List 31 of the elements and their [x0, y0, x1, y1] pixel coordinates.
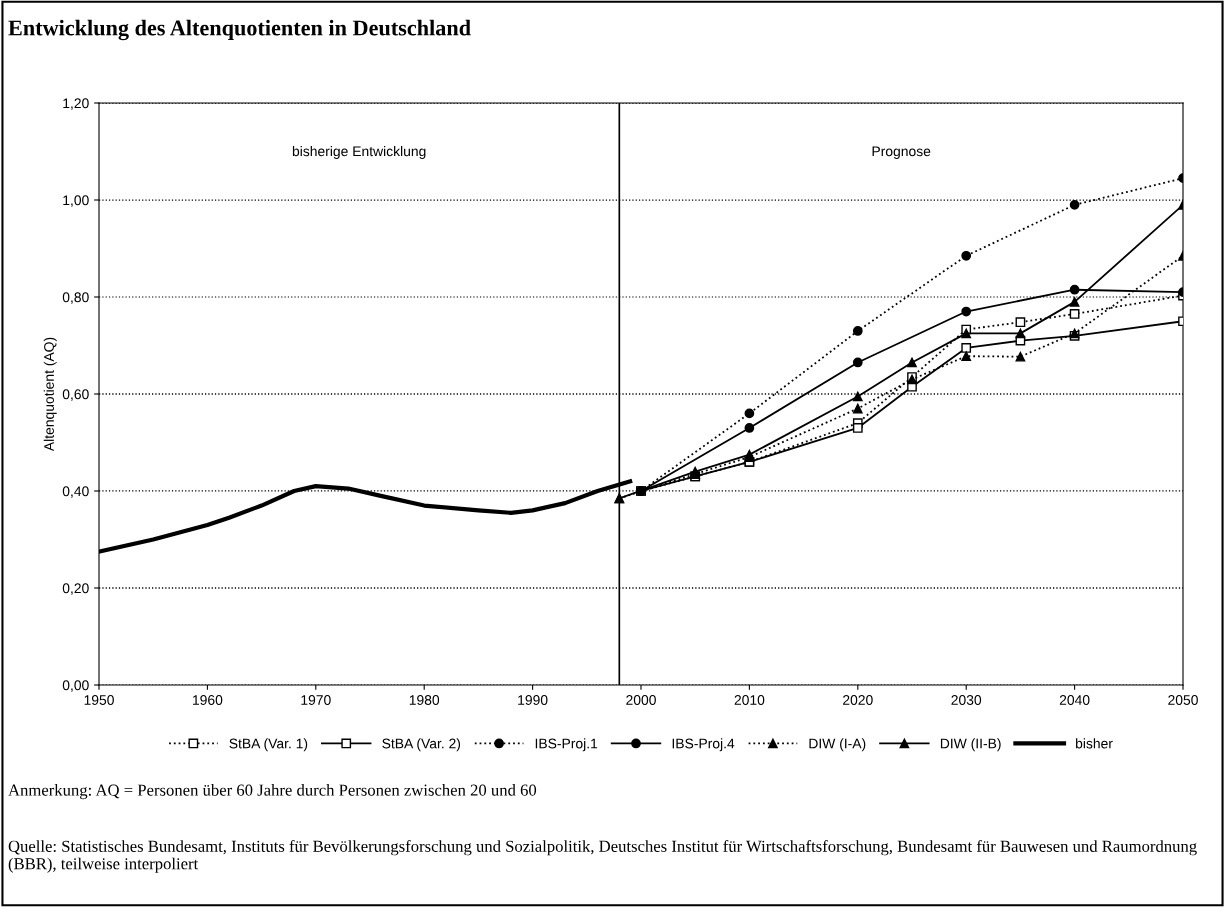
x-tick-label: 1980	[409, 695, 440, 705]
legend-label: bisher	[1076, 738, 1113, 749]
x-tick-label: 2010	[734, 695, 765, 705]
text: Anmerkung: AQ = Personen über 60 Jahre durch Personen zwischen 20 und 60	[8, 784, 537, 800]
legend-label: IBS-Proj.4	[672, 738, 735, 752]
y-tick-label: 0,80	[62, 292, 89, 304]
x-tick-label: 2040	[1059, 695, 1090, 705]
y-axis-title: Altenquotient (AQ)	[43, 337, 57, 452]
y-tick-label: 0,00	[62, 680, 89, 692]
x-tick-label: 1960	[193, 695, 223, 705]
y-tick-label: 1,00	[63, 195, 89, 207]
source-note: Quelle: Statistisches Bundesamt, Instituts für Bevölkerungsforschung und Sozialpolitik, Deutsches Institut für Wirtschaftsforschung, Bundesamt für Bauwesen und Raumordnung (BBR), teilweise interpoliert	[8, 840, 1197, 873]
x-tick-label: 1990	[518, 695, 548, 705]
legend-label: DIW (II-B)	[940, 738, 1001, 752]
x-tick-label: 1970	[301, 695, 331, 705]
y-tick-label: 1,20	[63, 98, 89, 110]
x-tick-label: 2030	[951, 695, 982, 705]
annotation: Prognose	[872, 146, 931, 159]
legend-label: DIW (I-A)	[809, 738, 866, 752]
y-tick-label: 0,20	[62, 583, 89, 595]
x-tick-label: 2020	[843, 695, 873, 705]
annotation: bisherige Entwicklung	[292, 146, 426, 159]
x-tick-label: 2000	[626, 695, 656, 705]
x-tick-label: 1950	[84, 695, 114, 705]
legend-label: IBS-Proj.1	[535, 738, 598, 752]
legend-label: StBA (Var. 2)	[382, 738, 461, 752]
y-tick-label: 0,60	[62, 389, 89, 401]
x-tick-label: 2050	[1168, 695, 1198, 705]
y-tick-label: 0,40	[62, 486, 89, 498]
chart-title: Entwicklung des Altenquotienten in Deutschland	[8, 19, 471, 41]
legend-label: StBA (Var. 1)	[229, 738, 308, 752]
